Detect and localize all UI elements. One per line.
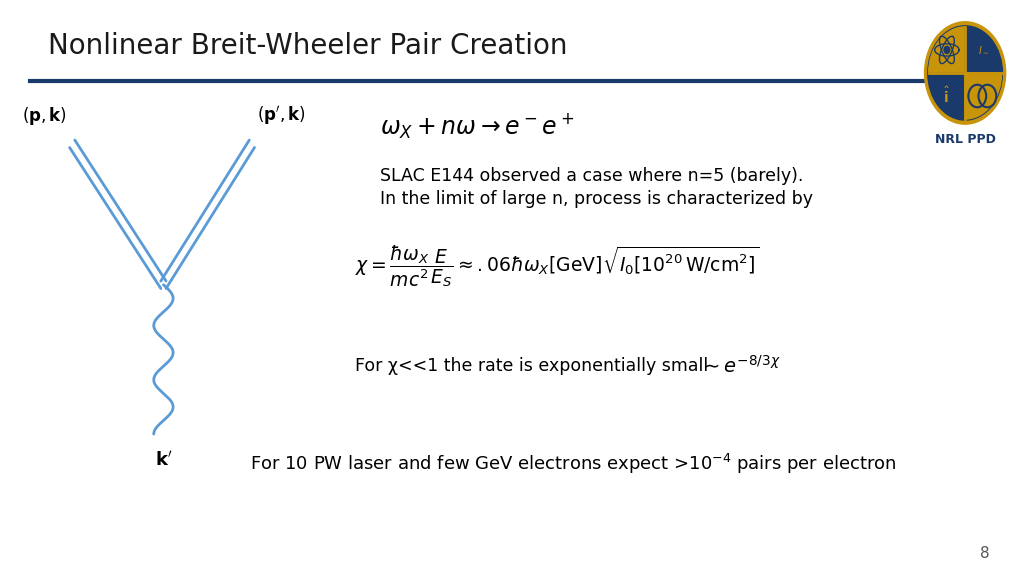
Text: $I_{\sim}$: $I_{\sim}$: [978, 44, 989, 56]
Text: $\omega_X + n\omega \rightarrow e^-e^+$: $\omega_X + n\omega \rightarrow e^-e^+$: [380, 111, 574, 141]
Text: $\mathbf{k}'$: $\mathbf{k}'$: [155, 450, 172, 469]
Wedge shape: [965, 73, 1001, 119]
Circle shape: [944, 46, 949, 54]
Text: $(\mathbf{p}', \mathbf{k})$: $(\mathbf{p}', \mathbf{k})$: [257, 104, 306, 127]
Text: 8: 8: [980, 547, 990, 562]
Text: $(\mathbf{p}, \mathbf{k})$: $(\mathbf{p}, \mathbf{k})$: [22, 105, 67, 127]
Text: $\hat{\mathbf{i}}$: $\hat{\mathbf{i}}$: [943, 86, 950, 106]
Text: For 10 PW laser and few GeV electrons expect >10$^{-4}$ pairs per electron: For 10 PW laser and few GeV electrons ex…: [250, 452, 896, 476]
Wedge shape: [929, 27, 965, 73]
Text: For χ<<1 the rate is exponentially small: For χ<<1 the rate is exponentially small: [355, 357, 709, 375]
Circle shape: [928, 26, 1002, 120]
Wedge shape: [965, 27, 1001, 73]
Text: Nonlinear Breit-Wheeler Pair Creation: Nonlinear Breit-Wheeler Pair Creation: [48, 32, 567, 60]
Text: $\sim e^{-8/3\chi}$: $\sim e^{-8/3\chi}$: [700, 355, 780, 377]
Wedge shape: [929, 73, 965, 119]
Text: $\chi = \dfrac{\hbar\omega_X}{mc^2}\dfrac{E}{E_S} \approx .06\hbar\omega_X[\math: $\chi = \dfrac{\hbar\omega_X}{mc^2}\dfra…: [355, 243, 759, 289]
Text: In the limit of large n, process is characterized by: In the limit of large n, process is char…: [380, 190, 813, 208]
Text: SLAC E144 observed a case where n=5 (barely).: SLAC E144 observed a case where n=5 (bar…: [380, 167, 804, 185]
Text: NRL PPD: NRL PPD: [935, 133, 995, 146]
Circle shape: [925, 22, 1006, 124]
